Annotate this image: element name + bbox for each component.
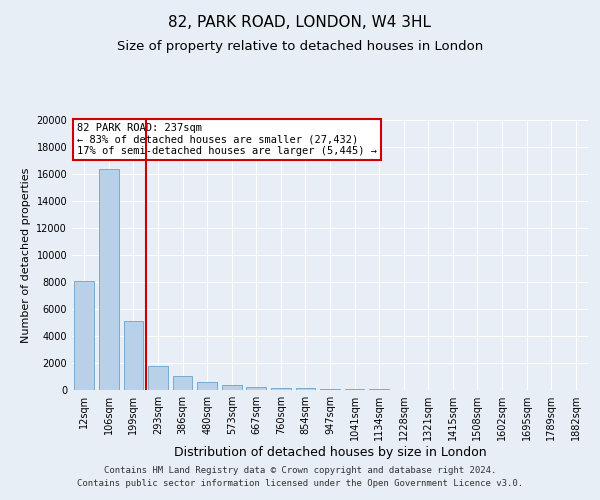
Bar [173, 376, 193, 390]
Bar [320, 389, 340, 390]
Bar [345, 389, 364, 390]
Bar [271, 388, 290, 390]
Bar [296, 388, 315, 390]
Y-axis label: Number of detached properties: Number of detached properties [21, 168, 31, 342]
Text: 82 PARK ROAD: 237sqm
← 83% of detached houses are smaller (27,432)
17% of semi-d: 82 PARK ROAD: 237sqm ← 83% of detached h… [77, 122, 377, 156]
Bar [99, 168, 119, 390]
Bar [148, 366, 168, 390]
Bar [197, 382, 217, 390]
Text: 82, PARK ROAD, LONDON, W4 3HL: 82, PARK ROAD, LONDON, W4 3HL [169, 15, 431, 30]
X-axis label: Distribution of detached houses by size in London: Distribution of detached houses by size … [173, 446, 487, 459]
Bar [74, 282, 94, 390]
Bar [124, 321, 143, 390]
Bar [247, 386, 266, 390]
Bar [222, 385, 242, 390]
Text: Contains HM Land Registry data © Crown copyright and database right 2024.
Contai: Contains HM Land Registry data © Crown c… [77, 466, 523, 487]
Text: Size of property relative to detached houses in London: Size of property relative to detached ho… [117, 40, 483, 53]
